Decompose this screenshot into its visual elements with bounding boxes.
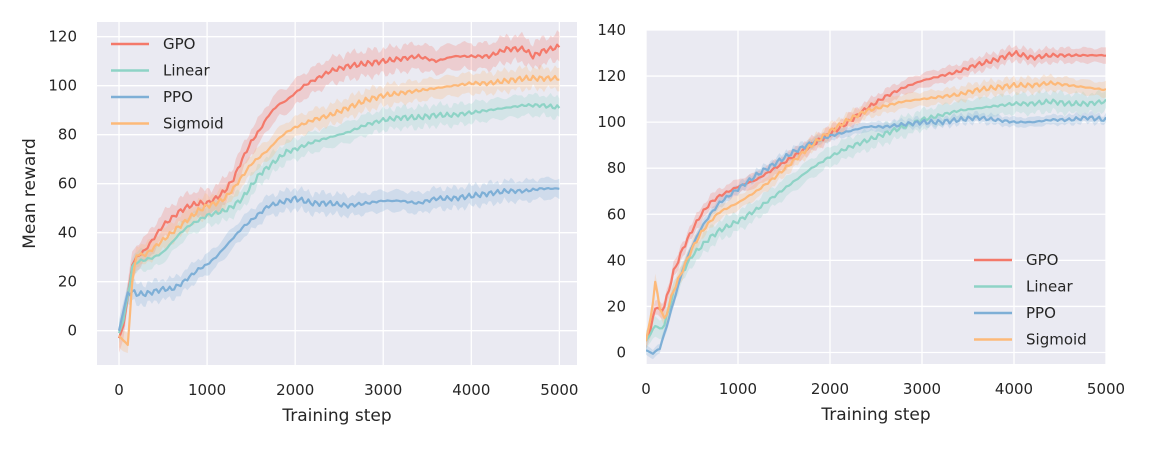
band-sigmoid (119, 64, 560, 354)
x-tick-label: 2000 (811, 380, 849, 398)
legend-item-linear: Linear (974, 278, 1073, 296)
plot-area (646, 44, 1106, 360)
legend-item-gpo: GPO (974, 251, 1058, 269)
chart-panel-right: 0 1000 2000 3000 4000 5000 0 20 40 60 80 100 120 140 T… (597, 21, 1125, 425)
y-tick-label: 120 (48, 28, 77, 46)
legend-item-sigmoid: Sigmoid (974, 331, 1087, 349)
y-tick-label: 100 (48, 77, 77, 95)
y-tick-label: 20 (607, 297, 626, 315)
y-tick-label: 60 (58, 175, 77, 193)
y-tick-label: 20 (58, 273, 77, 291)
y-tick-label: 0 (67, 322, 77, 340)
x-tick-label: 5000 (540, 381, 578, 399)
y-tick-label: 40 (607, 251, 626, 269)
x-tick-label: 0 (114, 381, 124, 399)
legend-label: PPO (163, 88, 193, 106)
x-axis-label: Training step (820, 405, 930, 425)
chart-panel-left: 0 1000 2000 3000 4000 5000 0 20 40 60 80 100 120 Trai… (20, 22, 578, 426)
y-tick-label: 80 (58, 126, 77, 144)
series-line-gpo (117, 43, 561, 339)
legend: GPO Linear PPO Sigmoid (974, 251, 1087, 349)
legend-item-sigmoid: Sigmoid (111, 115, 224, 133)
x-tick-label: 1000 (188, 381, 226, 399)
y-tick-label: 140 (597, 21, 626, 39)
legend-label: GPO (163, 35, 195, 53)
y-tick-label: 60 (607, 205, 626, 223)
legend-label: Sigmoid (163, 115, 224, 133)
y-tick-label: 120 (597, 67, 626, 85)
x-tick-label: 0 (641, 380, 651, 398)
series-line-ppo (646, 115, 1106, 355)
x-tick-label: 2000 (276, 381, 314, 399)
series-line-linear (646, 98, 1106, 342)
legend-item-ppo: PPO (974, 304, 1056, 322)
x-tick-label: 1000 (719, 380, 757, 398)
legend-label: PPO (1026, 304, 1056, 322)
series-line-sigmoid (118, 74, 560, 346)
plot-background (646, 30, 1106, 364)
band-linear (119, 92, 560, 344)
legend-item-linear: Linear (111, 62, 210, 80)
band-linear (646, 89, 1106, 351)
legend-item-gpo: GPO (111, 35, 195, 53)
y-tick-label: 0 (616, 343, 626, 361)
legend-label: Sigmoid (1026, 331, 1087, 349)
x-tick-label: 5000 (1087, 380, 1125, 398)
series-line-linear (117, 103, 561, 334)
x-tick-label: 3000 (364, 381, 402, 399)
x-tick-label: 4000 (995, 380, 1033, 398)
x-tick-label: 3000 (903, 380, 941, 398)
x-tick-label: 4000 (452, 381, 490, 399)
band-gpo (646, 44, 1106, 350)
series-line-ppo (117, 187, 560, 331)
x-axis-label: Training step (281, 406, 391, 426)
y-tick-label: 80 (607, 159, 626, 177)
y-tick-label: 100 (597, 113, 626, 131)
y-tick-label: 40 (58, 224, 77, 242)
series-line-gpo (646, 50, 1106, 342)
band-gpo (119, 30, 560, 353)
legend-item-ppo: PPO (111, 88, 193, 106)
plot-area (117, 30, 561, 354)
legend-label: Linear (1026, 278, 1073, 296)
series-line-sigmoid (646, 80, 1106, 342)
y-axis-label: Mean reward (20, 138, 40, 249)
legend-label: Linear (163, 62, 210, 80)
legend: GPO Linear PPO Sigmoid (111, 35, 224, 133)
legend-label: GPO (1026, 251, 1058, 269)
